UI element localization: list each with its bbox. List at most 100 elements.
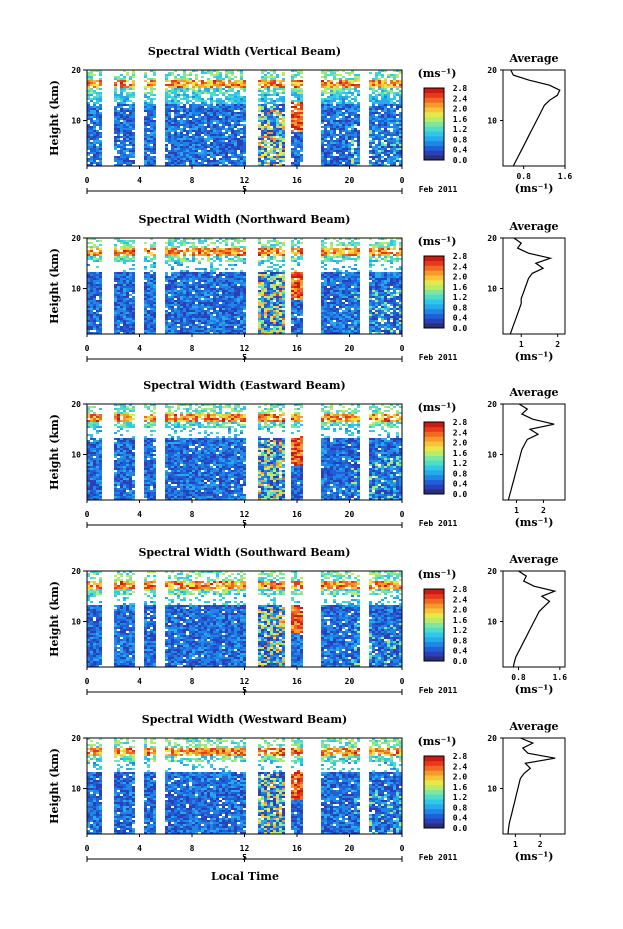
heatmap-cell [375, 150, 378, 152]
heatmap-cell [258, 260, 261, 262]
heatmap-cell [276, 144, 279, 146]
heatmap-cell [237, 154, 240, 156]
heatmap-cell [96, 294, 99, 296]
heatmap-cell [171, 96, 174, 98]
heatmap-cell [378, 108, 381, 110]
heatmap-cell [216, 134, 219, 136]
heatmap-cell [216, 120, 219, 122]
heatmap-cell [150, 140, 153, 142]
heatmap-cell [228, 72, 231, 74]
heatmap-cell [183, 98, 186, 100]
heatmap-cell [186, 280, 189, 282]
heatmap-cell [231, 288, 234, 290]
heatmap-cell [192, 154, 195, 156]
heatmap-cell [273, 82, 276, 84]
heatmap-cell [210, 124, 213, 126]
heatmap-cell [270, 164, 273, 166]
heatmap-cell [276, 126, 279, 128]
heatmap-cell [126, 144, 129, 146]
heatmap-cell [399, 140, 402, 142]
heatmap-cell [384, 120, 387, 122]
heatmap-cell [147, 148, 150, 150]
heatmap-cell [300, 106, 303, 108]
heatmap-cell [354, 112, 357, 114]
heatmap-cell [354, 154, 357, 156]
heatmap-cell [234, 278, 237, 280]
heatmap-cell [264, 94, 267, 96]
heatmap-cell [180, 120, 183, 122]
heatmap-cell [228, 94, 231, 96]
heatmap-cell [219, 108, 222, 110]
heatmap-cell [264, 160, 267, 162]
heatmap-cell [297, 144, 300, 146]
heatmap-cell [195, 118, 198, 120]
heatmap-cell [375, 102, 378, 104]
heatmap-cell [96, 122, 99, 124]
heatmap-cell [174, 148, 177, 150]
heatmap-cell [198, 302, 201, 304]
heatmap-cell [279, 118, 282, 120]
heatmap-cell [210, 294, 213, 296]
heatmap-cell [192, 274, 195, 276]
heatmap-cell [120, 284, 123, 286]
heatmap-cell [192, 144, 195, 146]
heatmap-cell [147, 104, 150, 106]
heatmap-cell [174, 88, 177, 90]
heatmap-cell [240, 120, 243, 122]
heatmap-cell [267, 90, 270, 92]
heatmap-cell [123, 290, 126, 292]
heatmap-cell [189, 310, 192, 312]
heatmap-cell [126, 284, 129, 286]
heatmap-cell [168, 92, 171, 94]
heatmap-cell [210, 70, 213, 72]
heatmap-cell [189, 254, 192, 256]
heatmap-cell [354, 162, 357, 164]
heatmap-cell [96, 288, 99, 290]
heatmap-cell [399, 148, 402, 150]
heatmap-cell [396, 124, 399, 126]
heatmap-cell [117, 288, 120, 290]
heatmap-cell [339, 150, 342, 152]
heatmap-cell [90, 288, 93, 290]
heatmap-cell [132, 256, 135, 258]
heatmap-cell [240, 312, 243, 314]
heatmap-cell [153, 302, 156, 304]
heatmap-cell [237, 102, 240, 104]
heatmap-cell [321, 86, 324, 88]
heatmap-cell [192, 114, 195, 116]
heatmap-cell [279, 130, 282, 132]
heatmap-cell [165, 298, 168, 300]
heatmap-cell [147, 302, 150, 304]
heatmap-cell [330, 96, 333, 98]
heatmap-cell [219, 274, 222, 276]
heatmap-cell [129, 164, 132, 166]
heatmap-cell [204, 314, 207, 316]
heatmap-cell [228, 134, 231, 136]
heatmap-cell [393, 156, 396, 158]
heatmap-cell [126, 256, 129, 258]
heatmap-cell [324, 108, 327, 110]
heatmap-cell [222, 300, 225, 302]
heatmap-cell [213, 120, 216, 122]
heatmap-cell [174, 80, 177, 82]
heatmap-cell [87, 246, 90, 248]
heatmap-cell [270, 162, 273, 164]
heatmap-cell [237, 108, 240, 110]
heatmap-cell [87, 304, 90, 306]
heatmap-cell [372, 162, 375, 164]
heatmap-cell [270, 114, 273, 116]
heatmap-cell [177, 278, 180, 280]
heatmap-cell [123, 76, 126, 78]
heatmap-cell [90, 258, 93, 260]
heatmap-cell [180, 288, 183, 290]
heatmap-cell [222, 116, 225, 118]
heatmap-cell [345, 118, 348, 120]
heatmap-cell [117, 286, 120, 288]
heatmap-cell [351, 156, 354, 158]
heatmap-cell [384, 84, 387, 86]
heatmap-cell [90, 160, 93, 162]
heatmap-cell [210, 114, 213, 116]
heatmap-cell [345, 128, 348, 130]
heatmap-cell [117, 76, 120, 78]
heatmap-cell [93, 292, 96, 294]
